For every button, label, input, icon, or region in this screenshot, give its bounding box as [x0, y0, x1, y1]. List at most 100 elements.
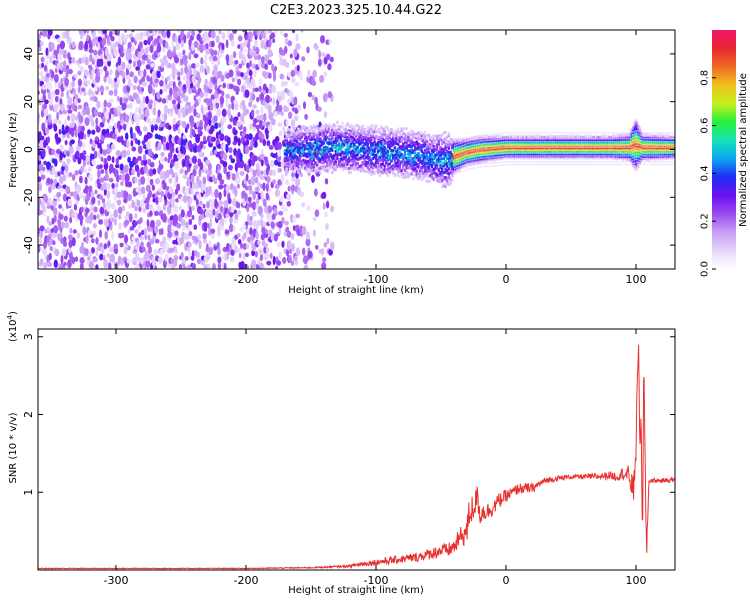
heat-cell — [302, 101, 307, 110]
heat-cell — [278, 251, 282, 259]
heat-cell — [336, 157, 339, 161]
heat-cell — [277, 189, 281, 196]
heat-cell — [317, 106, 322, 112]
heat-cell — [96, 213, 100, 220]
heat-cell — [62, 109, 68, 115]
heat-cell — [321, 191, 327, 199]
heat-cell — [319, 74, 325, 83]
heat-cell — [254, 176, 259, 184]
heat-cell — [40, 174, 46, 180]
heat-cell — [257, 54, 262, 61]
heat-cell — [145, 95, 150, 105]
heat-cell — [257, 239, 261, 246]
heat-cell — [79, 215, 84, 221]
heat-cell — [84, 207, 90, 214]
heat-cell — [141, 140, 146, 146]
heat-cell — [95, 117, 99, 126]
heat-cell — [182, 84, 187, 90]
heat-cell — [269, 252, 273, 259]
heat-cell — [159, 88, 163, 95]
heat-cell — [132, 85, 137, 91]
heat-cell — [193, 194, 197, 201]
heat-cell — [218, 191, 222, 201]
heat-cell — [86, 34, 90, 42]
heat-cell — [260, 158, 264, 167]
heat-cell — [113, 122, 118, 129]
heat-cell — [158, 187, 163, 193]
heat-cell — [418, 175, 422, 179]
heat-cell — [147, 148, 153, 158]
heat-cell — [62, 30, 64, 31]
heat-cell — [265, 192, 270, 201]
heat-cell — [172, 72, 176, 81]
heat-cell — [177, 102, 181, 110]
heat-cell — [69, 216, 73, 224]
heat-cell — [110, 35, 115, 42]
heat-cell — [38, 70, 44, 76]
heat-cell — [297, 104, 302, 111]
heat-cell — [334, 160, 338, 164]
heat-cell — [99, 177, 104, 183]
heat-cell — [146, 46, 151, 52]
heat-cell — [76, 232, 80, 239]
heat-cell — [71, 57, 76, 64]
heat-cell — [125, 51, 130, 61]
heat-cell — [237, 247, 242, 253]
heat-cell — [166, 30, 171, 39]
heat-cell — [173, 204, 179, 214]
heat-cell — [151, 193, 156, 199]
heat-cell — [260, 191, 264, 199]
heat-cell — [116, 191, 122, 199]
heat-cell — [148, 132, 153, 139]
heat-cell — [168, 80, 174, 87]
heat-cell — [205, 43, 209, 50]
heat-cell — [221, 108, 227, 117]
heat-cell — [140, 47, 145, 55]
heat-cell — [202, 176, 207, 185]
heat-cell — [232, 51, 237, 59]
heat-cell — [67, 68, 73, 75]
heat-cell — [395, 132, 398, 136]
heat-cell — [217, 247, 221, 256]
heat-cell — [229, 54, 234, 63]
heat-cell — [136, 98, 141, 105]
heat-cell — [48, 113, 52, 123]
heat-cell — [319, 137, 322, 141]
heat-cell — [233, 129, 238, 135]
heat-cell — [159, 113, 165, 121]
heat-cell — [204, 54, 208, 61]
heat-cell — [180, 56, 184, 66]
heat-cell — [304, 132, 307, 137]
heat-cell — [396, 142, 400, 146]
heat-cell — [257, 60, 262, 68]
heat-cell — [43, 64, 48, 72]
heat-cell — [113, 209, 118, 218]
heat-cell — [38, 197, 41, 207]
heat-cell — [386, 174, 390, 178]
heat-cell — [42, 148, 46, 158]
heat-cell — [273, 207, 278, 215]
spectrogram-heat-cells — [38, 30, 675, 269]
heat-cell — [99, 164, 103, 169]
heat-cell — [67, 115, 71, 121]
heat-cell — [276, 241, 281, 248]
heat-cell — [314, 209, 320, 218]
heat-cell — [193, 250, 198, 257]
heat-cell — [144, 250, 150, 259]
heat-cell — [149, 178, 154, 184]
heat-cell — [84, 56, 89, 66]
heat-cell — [278, 228, 282, 235]
heat-cell — [291, 233, 295, 241]
heat-cell — [162, 31, 167, 39]
heat-cell — [109, 246, 115, 253]
heat-cell — [237, 35, 243, 42]
heat-cell — [119, 96, 123, 106]
heat-cell — [165, 169, 170, 179]
heat-cell — [41, 84, 47, 91]
heat-cell — [151, 70, 157, 80]
heat-cell — [45, 47, 49, 56]
heat-cell — [185, 78, 191, 89]
heat-cell — [127, 228, 131, 234]
heat-cell — [98, 229, 103, 238]
